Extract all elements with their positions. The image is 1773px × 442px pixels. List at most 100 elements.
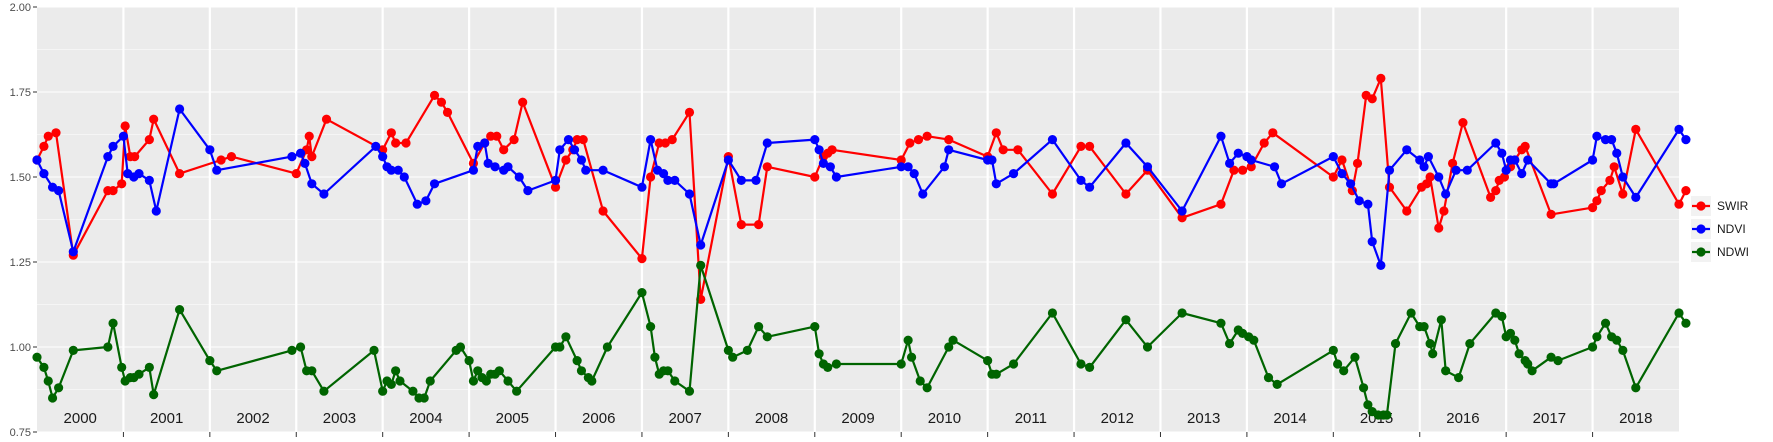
ndvi-point [1354, 196, 1364, 206]
swir-point [130, 152, 140, 162]
ndvi-point [550, 175, 561, 185]
ndvi-point [1008, 169, 1019, 179]
ndwi-point [1523, 359, 1533, 369]
swir-point [120, 121, 130, 131]
ndvi-point [39, 169, 49, 179]
ndvi-point [399, 172, 409, 182]
swir-point [1328, 172, 1338, 182]
y-tick-label: 1.75 [10, 87, 31, 99]
ndwi-point [696, 260, 706, 270]
swir-point [1246, 162, 1256, 172]
ndvi-point [684, 189, 695, 199]
year-label-2002: 2002 [236, 410, 269, 427]
ndwi-point [1465, 339, 1475, 349]
ndvi-point [1402, 145, 1412, 155]
ndvi-point [490, 162, 500, 172]
ndwi-point [723, 345, 733, 355]
y-tick-label: 0.75 [10, 427, 31, 439]
ndwi-point [1612, 335, 1622, 345]
ndvi-point [903, 162, 913, 172]
swir-point [1268, 128, 1278, 138]
year-label-2004: 2004 [409, 410, 442, 427]
ndwi-point [810, 322, 820, 332]
ndwi-point [494, 366, 504, 376]
ndvi-point [1434, 172, 1444, 182]
ndwi-point [576, 366, 587, 376]
swir-point [1085, 141, 1095, 151]
ndwi-point [814, 349, 824, 359]
ndvi-point [1618, 172, 1628, 182]
year-label-2018: 2018 [1619, 410, 1652, 427]
ndwi-point [906, 352, 917, 362]
swir-point [913, 135, 924, 145]
swir-point [1631, 124, 1641, 134]
y-tick-label: 1.00 [10, 342, 31, 354]
year-label-2006: 2006 [582, 410, 615, 427]
swir-point [736, 220, 746, 230]
ndvi-point [1177, 206, 1187, 216]
ndvi-point [295, 148, 306, 158]
ndwi-point [1428, 349, 1438, 359]
ndvi-point [514, 172, 524, 182]
ndwi-point [369, 345, 379, 355]
swir-point [1367, 94, 1377, 104]
swir-point [1674, 199, 1684, 209]
ndwi-point [39, 362, 49, 372]
ndwi-point [561, 332, 571, 342]
ndvi-point [378, 152, 388, 162]
swir-point [1447, 158, 1458, 168]
swir-point [386, 128, 396, 138]
ndwi-point [512, 386, 522, 396]
ndvi-point [1491, 138, 1501, 148]
ndvi-point [1517, 169, 1527, 179]
swir-point [1491, 186, 1501, 196]
ndwi-point [386, 379, 396, 389]
swir-point [550, 182, 561, 192]
ndvi-point [412, 199, 422, 209]
ndwi-point [896, 359, 906, 369]
ndvi-point [1121, 138, 1131, 148]
swir-point [1376, 73, 1386, 83]
ndvi-point [1328, 152, 1338, 162]
ndvi-point [814, 145, 824, 155]
swir-point [1587, 203, 1598, 213]
swir-point [1237, 165, 1248, 175]
swir-point [1121, 189, 1131, 199]
ndwi-point [1441, 366, 1451, 376]
swir-point [1618, 189, 1628, 199]
year-label-2003: 2003 [323, 410, 356, 427]
ndwi-point [47, 393, 58, 403]
year-label-2005: 2005 [496, 410, 529, 427]
ndwi-point [831, 359, 841, 369]
ndwi-point [144, 362, 154, 372]
ndvi-point [944, 145, 954, 155]
ndwi-point [555, 342, 565, 352]
year-panel-dividers [122, 7, 1594, 432]
ndvi-point [319, 189, 329, 199]
ndvi-point [1085, 182, 1095, 192]
ndvi-point [1076, 175, 1086, 185]
swir-point [304, 131, 314, 141]
ndwi-point [1142, 342, 1153, 352]
ndvi-point [300, 158, 310, 168]
year-label-2013: 2013 [1187, 410, 1220, 427]
swir-point [944, 135, 954, 145]
ndvi-point [1367, 237, 1377, 247]
swir-point [1013, 145, 1023, 155]
swir-point [509, 135, 519, 145]
ndwi-point [1249, 335, 1259, 345]
swir-point [144, 135, 154, 145]
ndvi-point [1419, 162, 1429, 172]
legend-key-point-ndvi [1696, 224, 1706, 234]
ndvi-point [751, 175, 761, 185]
swir-point [442, 107, 453, 117]
ndwi-point [1085, 362, 1095, 372]
ndvi-point [670, 175, 680, 185]
ndvi-point [503, 162, 513, 172]
ndvi-point [144, 175, 154, 185]
swir-point [1337, 155, 1347, 165]
ndwi-point [1546, 352, 1556, 362]
ndwi-point [650, 352, 660, 362]
ndwi-point [983, 356, 993, 366]
ndwi-point [572, 356, 582, 366]
